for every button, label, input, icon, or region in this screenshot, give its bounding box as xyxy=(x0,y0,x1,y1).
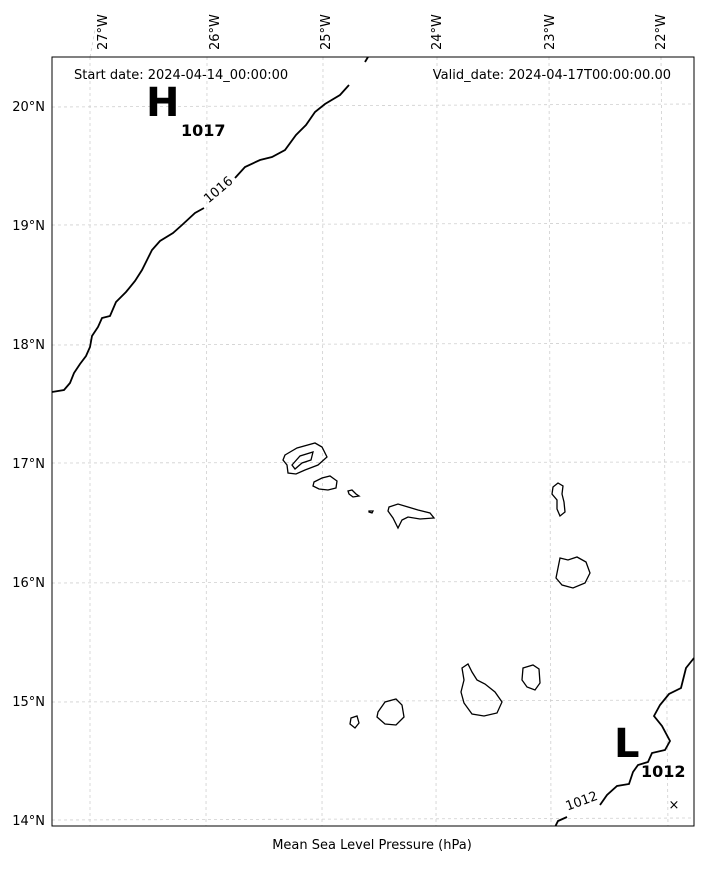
coastlines xyxy=(282,442,591,729)
island-santa-luzia xyxy=(347,489,361,498)
map-border xyxy=(51,56,695,827)
lon-tick-label: 23°W xyxy=(543,14,558,50)
valid-date-text: Valid_date: 2024-04-17T00:00:00.00 xyxy=(433,68,671,83)
gridline-lat-14n xyxy=(51,817,695,821)
isobar-1012-east xyxy=(599,657,695,806)
lon-tick-labels: 27°W 26°W 25°W 24°W 23°W 22°W xyxy=(96,14,669,50)
island-santo-antao xyxy=(282,442,328,475)
island-santo-antao-peak xyxy=(291,451,314,470)
gridline-lon-25w xyxy=(321,56,324,828)
isobar-1016-north xyxy=(234,84,350,179)
lat-tick-label: 18°N xyxy=(12,338,45,353)
lon-tick-label: 24°W xyxy=(430,14,445,50)
high-pressure-letter: H xyxy=(146,80,179,126)
gridline-lon-22w xyxy=(660,56,669,828)
island-sao-nicolau xyxy=(387,503,436,530)
isobar-1016-top xyxy=(364,56,369,63)
gridline-lon-27w xyxy=(89,29,96,827)
x-axis-label: Mean Sea Level Pressure (hPa) xyxy=(272,838,472,853)
gridline-lon-23w xyxy=(548,56,552,828)
isobar-1016-south xyxy=(51,207,205,393)
isobars: 1016 1012 xyxy=(51,56,695,828)
island-sal xyxy=(551,482,566,518)
marker-cross: × xyxy=(669,798,680,813)
island-brava xyxy=(349,715,360,729)
lat-tick-labels: 20°N 19°N 18°N 17°N 16°N 15°N 14°N xyxy=(12,100,45,829)
pressure-centers: H 1017 L 1012 × xyxy=(146,80,686,813)
gridline-lon-26w xyxy=(205,56,208,828)
lat-tick-label: 14°N xyxy=(12,814,45,829)
lat-tick-label: 17°N xyxy=(12,457,45,472)
island-fogo xyxy=(376,698,405,726)
lat-tick-label: 16°N xyxy=(12,576,45,591)
lat-tick-label: 19°N xyxy=(12,219,45,234)
island-maio xyxy=(521,664,541,691)
lon-tick-label: 22°W xyxy=(654,14,669,50)
lon-tick-label: 26°W xyxy=(208,14,223,50)
low-pressure-letter: L xyxy=(614,721,640,767)
gridline-lon-24w xyxy=(435,56,438,828)
island-santiago xyxy=(460,663,503,717)
map-white-mask-bottom xyxy=(52,826,694,874)
islet-raso xyxy=(368,510,375,514)
island-sao-vicente xyxy=(312,475,338,491)
isobar-1012-west xyxy=(554,816,568,828)
gridline-lat-17n xyxy=(51,461,695,464)
gridline-lat-19n xyxy=(51,222,695,226)
island-boa-vista xyxy=(555,556,591,589)
low-pressure-value: 1012 xyxy=(641,762,686,781)
gridlines xyxy=(51,29,695,828)
isobar-1012-label: 1012 xyxy=(564,789,600,814)
lat-tick-label: 15°N xyxy=(12,695,45,710)
gridline-lat-16n xyxy=(51,580,695,584)
header: Start date: 2024-04-14_00:00:00 Valid_da… xyxy=(74,68,671,83)
gridline-lat-18n xyxy=(51,342,695,346)
high-pressure-value: 1017 xyxy=(181,121,226,140)
start-date-text: Start date: 2024-04-14_00:00:00 xyxy=(74,68,288,83)
gridline-lat-20n xyxy=(51,103,695,108)
lon-tick-label: 25°W xyxy=(319,14,334,50)
gridline-lat-15n xyxy=(51,699,695,703)
lon-tick-label: 27°W xyxy=(96,14,111,50)
lat-tick-label: 20°N xyxy=(12,100,45,115)
